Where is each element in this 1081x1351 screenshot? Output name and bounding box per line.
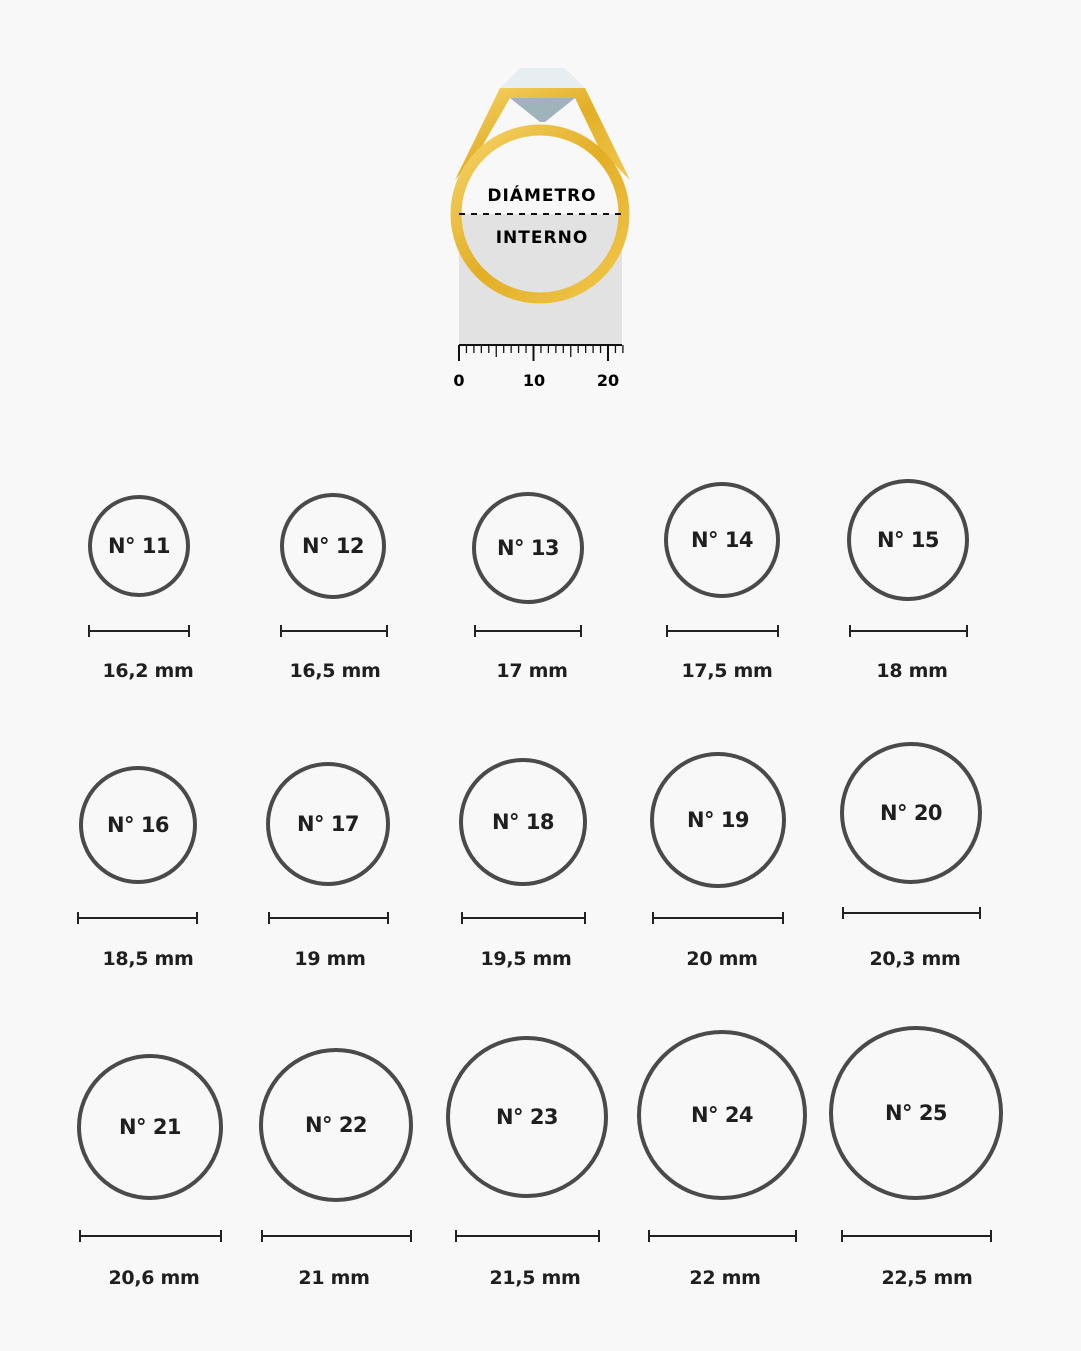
ring-size-circle: N° 18 xyxy=(459,758,587,886)
size-number: N° 11 xyxy=(107,534,171,558)
diameter-bar xyxy=(455,1230,600,1242)
diameter-value: 22,5 mm xyxy=(881,1267,973,1289)
diameter-bar xyxy=(849,625,968,637)
size-number: N° 24 xyxy=(690,1103,754,1127)
ring-size-circle: N° 22 xyxy=(259,1048,413,1202)
diameter-bar xyxy=(79,1230,222,1242)
diameter-value: 16,2 mm xyxy=(102,660,194,682)
diameter-value: 16,5 mm xyxy=(289,660,381,682)
diameter-bar xyxy=(842,907,981,919)
ruler xyxy=(458,344,624,361)
size-number: N° 18 xyxy=(491,810,555,834)
diameter-bar xyxy=(268,912,389,924)
ring-shank-icon xyxy=(450,88,630,304)
diameter-value: 21 mm xyxy=(298,1267,370,1289)
diameter-value: 17,5 mm xyxy=(681,660,773,682)
ring-size-circle: N° 21 xyxy=(77,1054,223,1200)
diameter-bar xyxy=(77,912,198,924)
diameter-value: 17 mm xyxy=(496,660,568,682)
diameter-value: 20,6 mm xyxy=(108,1267,200,1289)
diameter-value: 21,5 mm xyxy=(489,1267,581,1289)
size-number: N° 20 xyxy=(879,801,943,825)
diameter-bar xyxy=(652,912,784,924)
ring-size-circle: N° 16 xyxy=(79,766,197,884)
size-number: N° 22 xyxy=(304,1113,368,1137)
internal-label: INTERNO xyxy=(496,228,589,248)
ring-size-circle: N° 14 xyxy=(664,482,780,598)
diameter-label: DIÁMETRO xyxy=(487,184,596,206)
ring-size-circle: N° 25 xyxy=(829,1026,1003,1200)
diameter-value: 20 mm xyxy=(686,948,758,970)
ring-size-circle: N° 19 xyxy=(650,752,786,888)
ring-illustration: DIÁMETRO INTERNO 0 10 20 xyxy=(450,68,630,390)
ring-size-circle: N° 15 xyxy=(847,479,969,601)
diameter-bar xyxy=(461,912,586,924)
diameter-value: 19,5 mm xyxy=(480,948,572,970)
diameter-bar xyxy=(261,1230,412,1242)
diameter-value: 22 mm xyxy=(689,1267,761,1289)
scale-tick-10: 10 xyxy=(523,371,545,390)
size-number: N° 23 xyxy=(495,1105,559,1129)
size-number: N° 21 xyxy=(118,1115,182,1139)
size-number: N° 19 xyxy=(686,808,750,832)
size-number: N° 16 xyxy=(106,813,170,837)
diameter-bar xyxy=(280,625,388,637)
diamond-icon xyxy=(500,68,585,122)
size-number: N° 12 xyxy=(301,534,365,558)
ring-size-circle: N° 11 xyxy=(88,495,190,597)
ring-size-circle: N° 17 xyxy=(266,762,390,886)
ring-size-circle: N° 13 xyxy=(472,492,584,604)
ring-size-circle: N° 12 xyxy=(280,493,386,599)
diameter-value: 18 mm xyxy=(876,660,948,682)
diameter-bar xyxy=(474,625,582,637)
diameter-value: 19 mm xyxy=(294,948,366,970)
size-number: N° 15 xyxy=(876,528,940,552)
ring-size-circle: N° 24 xyxy=(637,1030,807,1200)
ring-size-circle: N° 23 xyxy=(446,1036,608,1198)
size-number: N° 17 xyxy=(296,812,360,836)
diameter-bar xyxy=(648,1230,797,1242)
diameter-value: 20,3 mm xyxy=(869,948,961,970)
diameter-value: 18,5 mm xyxy=(102,948,194,970)
diameter-bar xyxy=(666,625,779,637)
scale-tick-20: 20 xyxy=(597,371,619,390)
size-number: N° 25 xyxy=(884,1101,948,1125)
ring-size-circle: N° 20 xyxy=(840,742,982,884)
size-number: N° 14 xyxy=(690,528,754,552)
size-number: N° 13 xyxy=(496,536,560,560)
diameter-bar xyxy=(841,1230,992,1242)
diameter-bar xyxy=(88,625,190,637)
scale-tick-0: 0 xyxy=(453,371,464,390)
